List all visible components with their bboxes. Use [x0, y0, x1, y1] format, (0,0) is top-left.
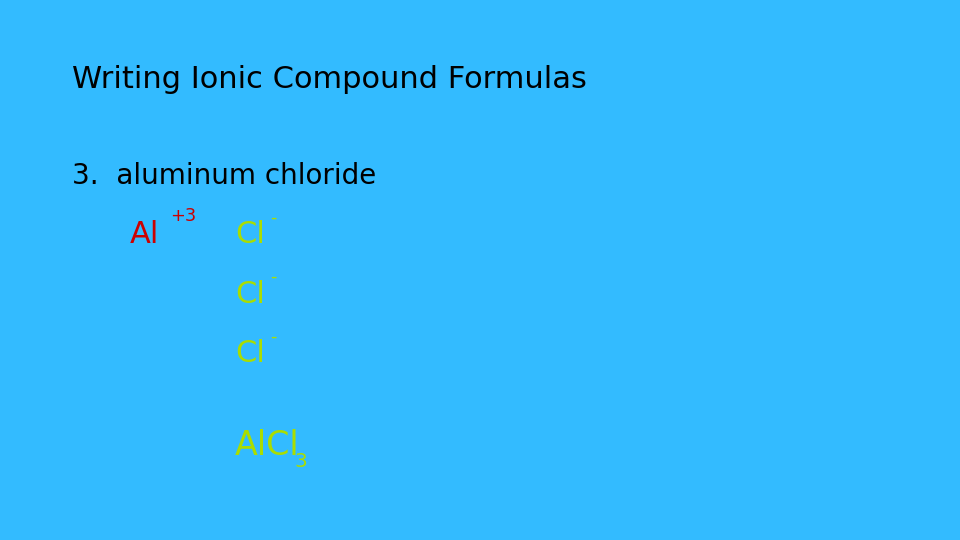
Text: Writing Ionic Compound Formulas: Writing Ionic Compound Formulas — [72, 65, 587, 94]
Text: -: - — [270, 268, 276, 286]
Text: Cl: Cl — [235, 339, 265, 368]
Text: +3: +3 — [170, 207, 196, 225]
Text: 3.  aluminum chloride: 3. aluminum chloride — [72, 162, 376, 190]
Text: 3: 3 — [295, 452, 307, 471]
Text: Cl: Cl — [235, 220, 265, 249]
Text: Cl: Cl — [235, 280, 265, 309]
Text: -: - — [270, 327, 276, 346]
Text: AlCl: AlCl — [235, 429, 300, 462]
Text: -: - — [270, 208, 276, 227]
Text: Al: Al — [130, 220, 159, 249]
